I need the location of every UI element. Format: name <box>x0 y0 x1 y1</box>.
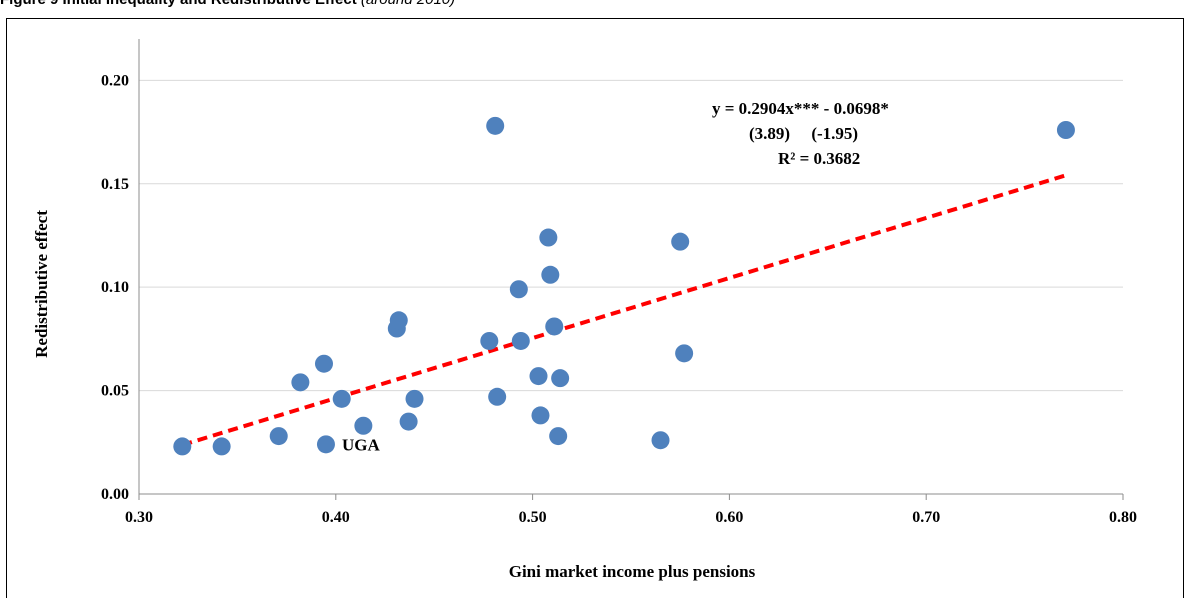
data-point <box>509 280 528 299</box>
scatter-chart: 0.30 0.40 0.50 0.60 0.70 0.80 0.00 0.05 0.10 0.1… <box>32 39 1137 581</box>
y-tick-label: 0.00 <box>101 486 129 503</box>
y-tick-label: 0.15 <box>101 176 129 193</box>
x-tick-label: 0.30 <box>125 509 153 526</box>
data-point <box>549 427 568 446</box>
data-point <box>354 416 373 435</box>
data-point <box>212 437 231 456</box>
gridlines <box>139 79 1123 392</box>
trendline-t-stats: (3.89) (-1.95) <box>749 124 858 143</box>
data-point <box>529 367 548 386</box>
y-tick-labels: 0.00 0.05 0.10 0.15 0.20 <box>101 72 129 503</box>
trendline <box>181 173 1067 447</box>
x-tick-label: 0.70 <box>912 509 940 526</box>
data-point <box>511 331 530 350</box>
data-point <box>671 232 690 251</box>
y-tick-label: 0.20 <box>101 72 129 89</box>
trendline-group <box>181 173 1067 447</box>
axes <box>138 39 1124 500</box>
data-point <box>314 354 333 373</box>
data-point <box>486 116 505 135</box>
figure-caption-note: (around 2010) <box>361 0 455 8</box>
y-axis-title: Redistributive effect <box>32 210 51 358</box>
data-point <box>1056 121 1075 139</box>
x-tick-label: 0.40 <box>322 509 350 526</box>
data-point <box>389 311 408 330</box>
data-point <box>480 331 499 350</box>
data-point <box>316 435 335 454</box>
data-point <box>675 344 694 363</box>
data-points <box>173 116 1075 456</box>
y-tick-label: 0.05 <box>101 383 129 400</box>
data-point <box>399 412 418 431</box>
figure-caption-title: Figure 9 Initial Inequality and Redistri… <box>0 0 357 8</box>
data-point <box>551 369 570 388</box>
trendline-equation: y = 0.2904x*** - 0.0698* <box>712 99 889 118</box>
data-point <box>291 373 310 392</box>
x-tick-label: 0.80 <box>1109 509 1137 526</box>
x-tick-label: 0.60 <box>715 509 743 526</box>
chart-frame: 0.30 0.40 0.50 0.60 0.70 0.80 0.00 0.05 0.10 0.1… <box>6 18 1184 598</box>
data-point <box>541 265 560 284</box>
point-label: UGA <box>342 435 381 454</box>
figure-caption: Figure 9 Initial Inequality and Redistri… <box>0 0 455 12</box>
data-point <box>531 406 550 425</box>
data-point <box>651 431 670 450</box>
x-tick-labels: 0.30 0.40 0.50 0.60 0.70 0.80 <box>125 509 1137 526</box>
data-point <box>405 389 424 408</box>
data-point <box>332 389 351 408</box>
point-labels: UGA <box>342 435 381 454</box>
x-axis-title: Gini market income plus pensions <box>509 562 756 581</box>
data-point <box>545 317 564 336</box>
data-point <box>488 387 507 406</box>
data-point <box>173 437 192 456</box>
data-point <box>539 228 558 247</box>
x-tick-label: 0.50 <box>519 509 547 526</box>
trendline-r-squared: R² = 0.3682 <box>778 149 860 168</box>
y-tick-label: 0.10 <box>101 279 129 296</box>
data-point <box>269 427 288 446</box>
